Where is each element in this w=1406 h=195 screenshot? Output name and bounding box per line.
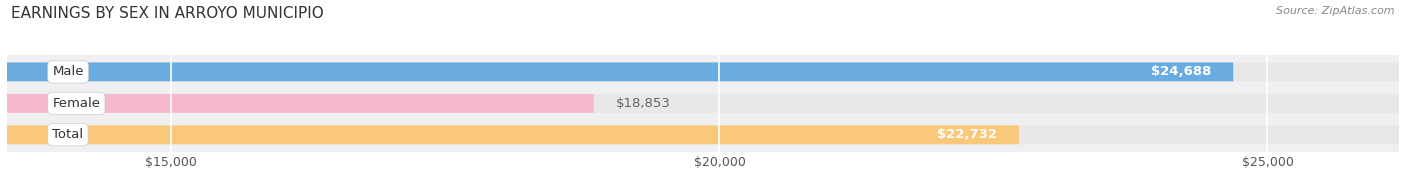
Text: Total: Total [52, 128, 83, 141]
Text: Source: ZipAtlas.com: Source: ZipAtlas.com [1277, 6, 1395, 16]
Text: Male: Male [52, 65, 84, 78]
FancyBboxPatch shape [7, 62, 1399, 81]
Text: $18,853: $18,853 [616, 97, 671, 110]
FancyBboxPatch shape [7, 94, 593, 113]
Text: $24,688: $24,688 [1152, 65, 1212, 78]
FancyBboxPatch shape [7, 125, 1019, 144]
FancyBboxPatch shape [7, 94, 1399, 113]
FancyBboxPatch shape [7, 62, 1233, 81]
Text: EARNINGS BY SEX IN ARROYO MUNICIPIO: EARNINGS BY SEX IN ARROYO MUNICIPIO [11, 6, 323, 21]
Text: Female: Female [52, 97, 100, 110]
Text: $22,732: $22,732 [936, 128, 997, 141]
FancyBboxPatch shape [7, 125, 1399, 144]
